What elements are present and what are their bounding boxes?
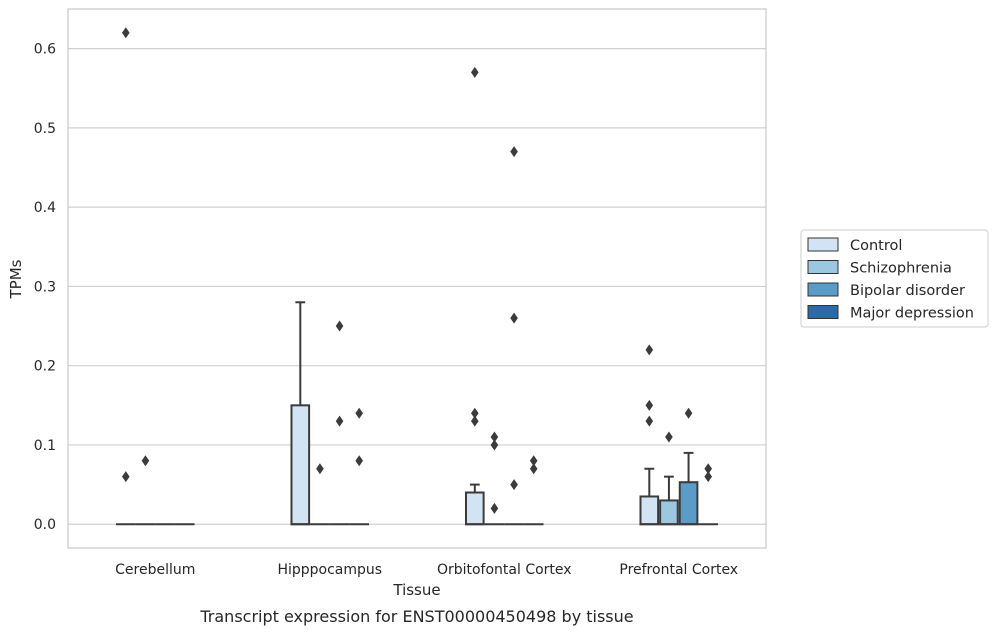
box-body <box>678 481 699 526</box>
y-axis-label: TPMs <box>7 259 25 299</box>
plot-frame <box>67 8 767 549</box>
outlier-point <box>122 471 130 483</box>
outlier-point <box>704 471 712 483</box>
outlier-point <box>471 407 479 419</box>
outliers <box>122 27 712 514</box>
outlier-point <box>471 415 479 427</box>
y-tick-label: 0.5 <box>34 121 56 137</box>
outlier-point <box>645 415 654 427</box>
box-0-1 <box>290 301 311 526</box>
box-2-3 <box>678 451 699 526</box>
legend-swatch <box>807 237 839 252</box>
box-0-2 <box>464 483 485 526</box>
x-tick-label: Cerebellum <box>115 562 195 578</box>
grid-lines <box>68 48 766 525</box>
legend-label: Major depression <box>850 306 974 322</box>
legend-swatch <box>807 282 839 297</box>
legend-label: Bipolar disorder <box>850 283 965 299</box>
y-tick-label: 0.6 <box>34 42 56 58</box>
outlier-point <box>529 455 538 467</box>
legend-label: Control <box>850 238 902 254</box>
y-tick-label: 0.3 <box>34 279 56 295</box>
box-body <box>659 499 679 526</box>
outlier-point <box>316 463 324 475</box>
y-tick-label: 0.2 <box>34 359 56 375</box>
outlier-point <box>645 399 654 411</box>
outlier-point <box>490 439 499 451</box>
x-tick-label: Orbitofontal Cortex <box>437 562 572 578</box>
outlier-point <box>510 312 518 324</box>
x-tick-label: Prefrontal Cortex <box>619 562 738 578</box>
legend: Control Schizophrenia Bipolar disorder Majo… <box>800 229 989 328</box>
x-axis-label: Tissue <box>392 581 440 599</box>
outlier-point <box>335 320 344 332</box>
outlier-point <box>529 463 538 475</box>
box-body <box>639 495 660 526</box>
box-body <box>290 404 311 526</box>
outlier-point <box>704 463 712 475</box>
outlier-point <box>490 431 499 443</box>
outlier-point <box>122 27 130 39</box>
legend-frame <box>800 229 989 328</box>
outlier-point <box>645 344 654 356</box>
x-tick-labels: Cerebellum Hipppocampus Orbitofontal Corte… <box>115 562 738 578</box>
x-tick-label: Hipppocampus <box>277 562 382 578</box>
y-tick-label: 0.4 <box>34 200 56 216</box>
outlier-point <box>335 415 344 427</box>
y-tick-labels: 0.0 0.1 0.2 0.3 0.4 0.5 0.6 <box>34 42 56 534</box>
box-body <box>464 491 485 526</box>
outlier-point <box>510 479 518 491</box>
y-tick-label: 0.0 <box>34 517 56 533</box>
chart-caption: Transcript expression for ENST0000045049… <box>199 607 633 626</box>
legend-swatch <box>807 260 839 274</box>
outlier-point <box>665 431 673 443</box>
boxes <box>115 301 719 526</box>
y-tick-label: 0.1 <box>34 438 56 454</box>
outlier-point <box>490 502 499 514</box>
box-1-3 <box>659 475 679 526</box>
legend-swatch <box>807 305 839 319</box>
outlier-point <box>141 455 150 467</box>
outlier-point <box>355 407 363 419</box>
outlier-point <box>684 407 693 419</box>
box-0-3 <box>639 467 660 526</box>
legend-label: Schizophrenia <box>850 261 952 277</box>
outlier-point <box>471 66 479 78</box>
outlier-point <box>355 455 363 467</box>
outlier-point <box>510 146 518 158</box>
